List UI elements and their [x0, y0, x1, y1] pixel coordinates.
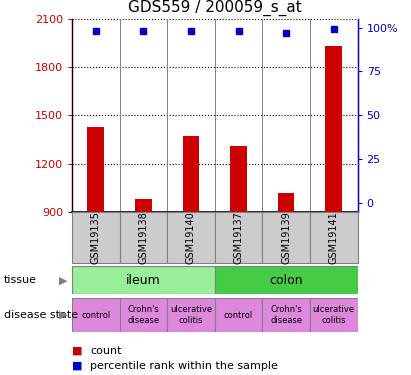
Bar: [72, 266, 215, 294]
Text: Crohn's
disease: Crohn's disease: [270, 305, 302, 325]
Text: GSM19139: GSM19139: [281, 211, 291, 264]
Bar: [135, 199, 152, 212]
Bar: [215, 212, 262, 262]
Bar: [326, 46, 342, 212]
Bar: [182, 136, 199, 212]
Bar: [215, 266, 358, 294]
Text: control: control: [81, 310, 111, 320]
Bar: [120, 298, 167, 332]
Text: ▶: ▶: [60, 310, 68, 320]
Text: count: count: [90, 346, 122, 355]
Text: ulcerative
colitis: ulcerative colitis: [170, 305, 212, 325]
Text: disease state: disease state: [4, 310, 78, 320]
Text: ▶: ▶: [60, 275, 68, 285]
Bar: [72, 212, 120, 262]
Bar: [72, 298, 120, 332]
Text: colon: colon: [269, 274, 303, 287]
Bar: [262, 212, 310, 262]
Text: control: control: [224, 310, 253, 320]
Bar: [278, 193, 295, 212]
Bar: [88, 127, 104, 212]
Bar: [310, 298, 358, 332]
Bar: [230, 146, 247, 212]
Text: Crohn's
disease: Crohn's disease: [127, 305, 159, 325]
Text: ■: ■: [72, 346, 83, 355]
Text: GSM19140: GSM19140: [186, 211, 196, 264]
Text: tissue: tissue: [4, 275, 37, 285]
Text: ulcerative
colitis: ulcerative colitis: [313, 305, 355, 325]
Title: GDS559 / 200059_s_at: GDS559 / 200059_s_at: [128, 0, 302, 16]
Text: percentile rank within the sample: percentile rank within the sample: [90, 361, 278, 370]
Bar: [167, 298, 215, 332]
Text: GSM19141: GSM19141: [329, 211, 339, 264]
Text: ileum: ileum: [126, 274, 161, 287]
Bar: [120, 212, 167, 262]
Text: ■: ■: [72, 361, 83, 370]
Text: GSM19138: GSM19138: [139, 211, 148, 264]
Bar: [262, 298, 310, 332]
Bar: [167, 212, 215, 262]
Bar: [215, 298, 262, 332]
Text: GSM19135: GSM19135: [91, 211, 101, 264]
Text: GSM19137: GSM19137: [233, 211, 244, 264]
Bar: [310, 212, 358, 262]
